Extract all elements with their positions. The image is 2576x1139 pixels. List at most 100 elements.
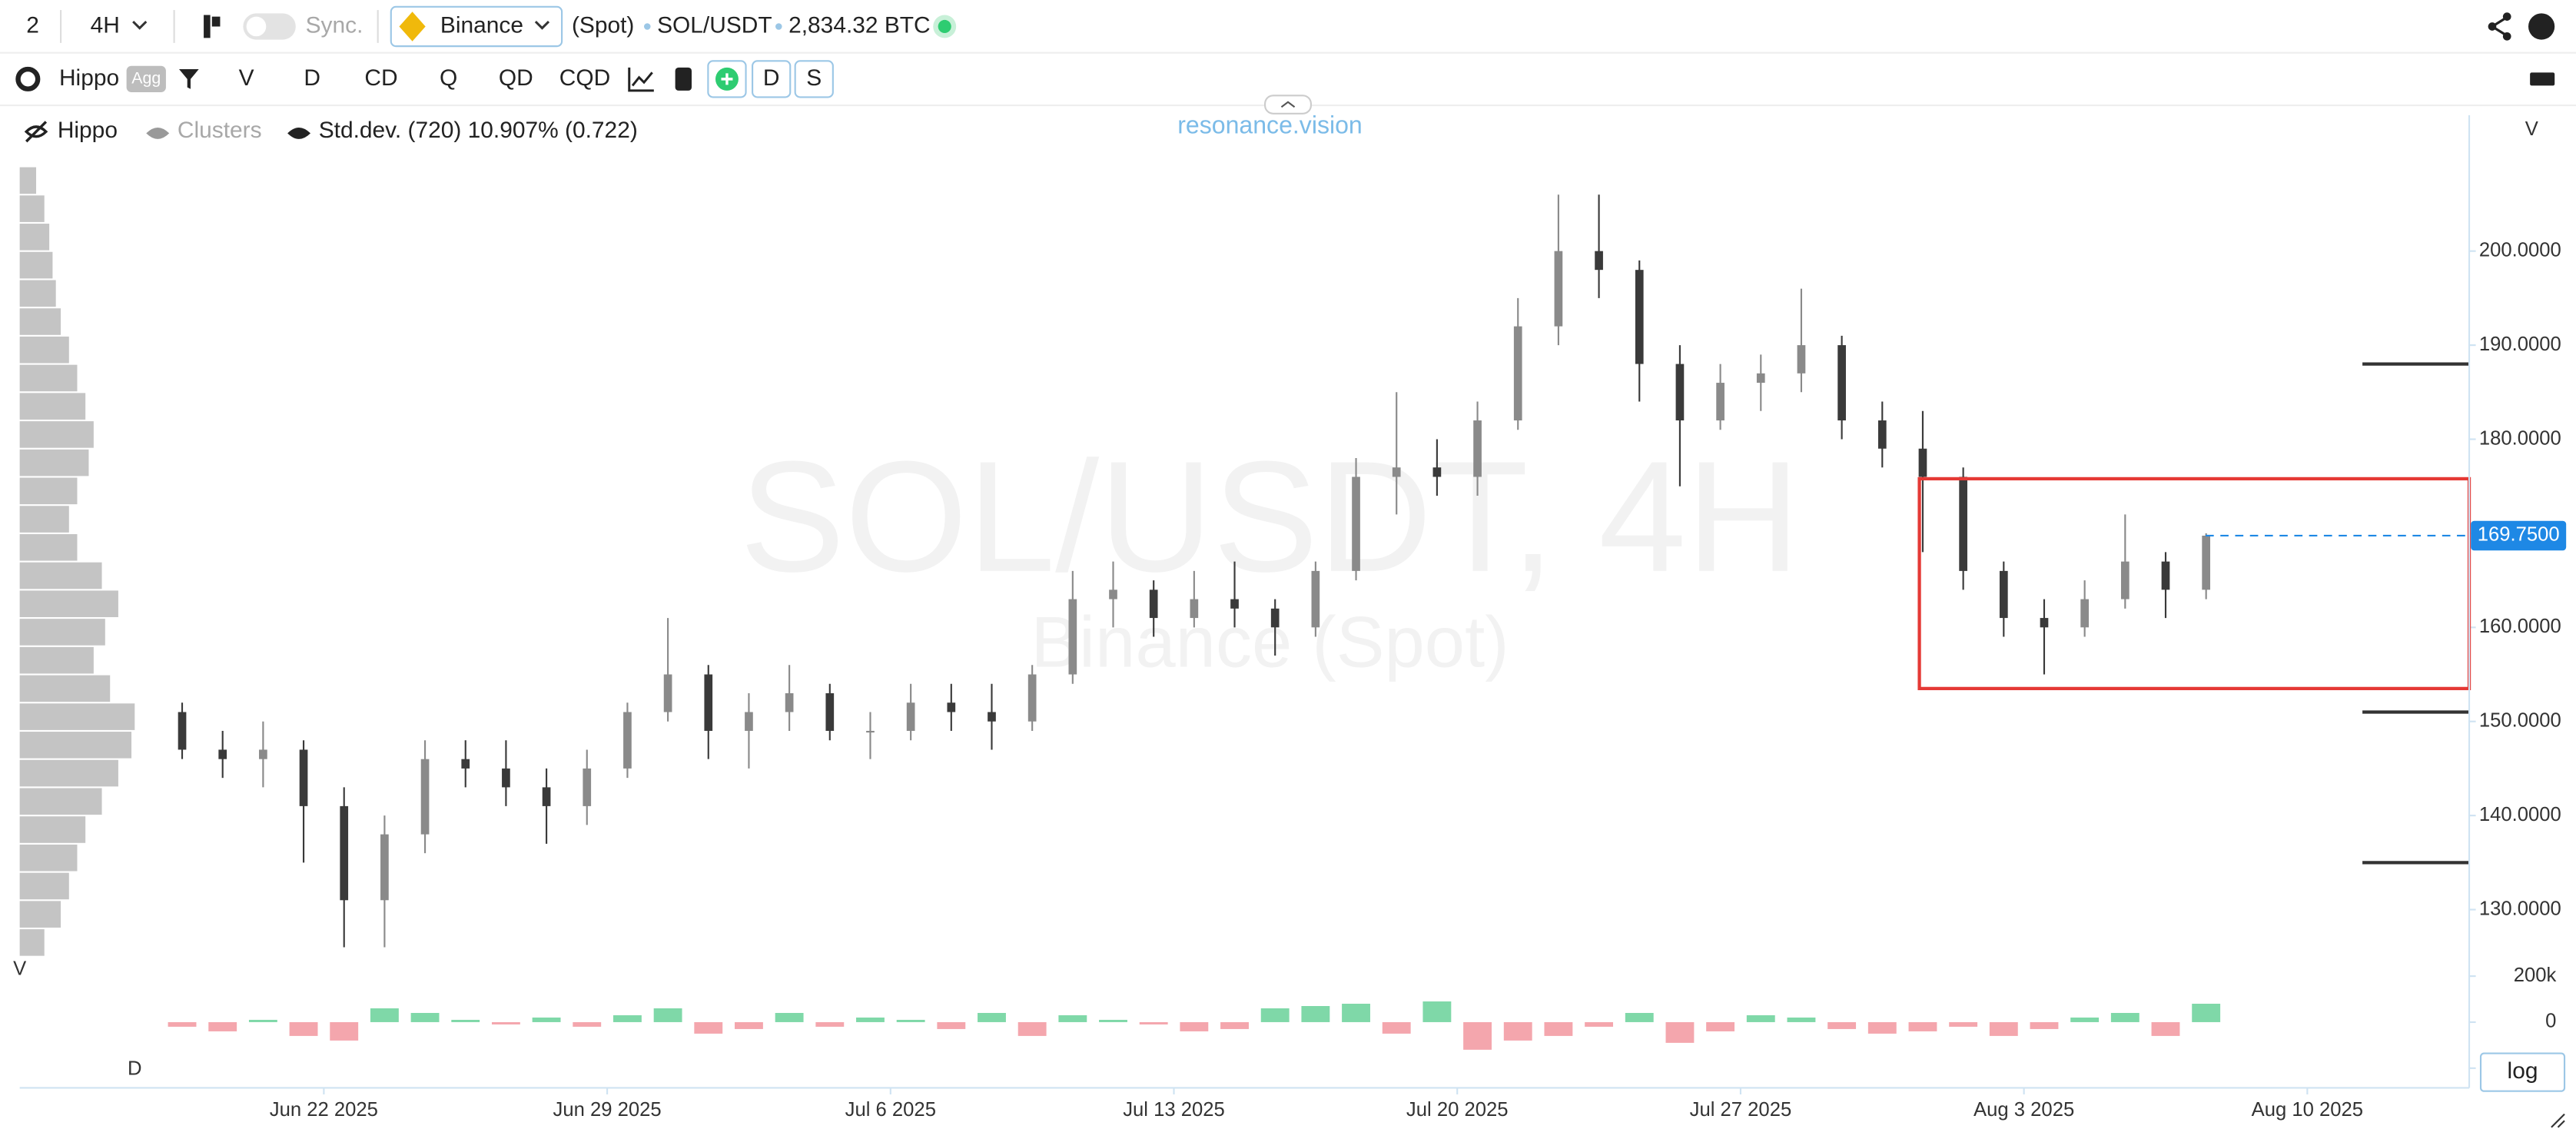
volume-profile-bar (19, 308, 61, 335)
volume-profile-bar (19, 703, 135, 730)
delta-bar (612, 1014, 642, 1022)
button-cd[interactable]: CD (364, 65, 397, 91)
delta-bar (1746, 1014, 1775, 1022)
volume-profile-bar (19, 506, 69, 533)
delta-bar (208, 1021, 237, 1031)
volume-profile-bar (19, 195, 45, 222)
candle-body (1473, 420, 1482, 477)
d-button[interactable] (752, 60, 792, 98)
candle-body (218, 749, 227, 759)
delta-bar (1301, 1006, 1330, 1022)
candle-body (1635, 270, 1644, 364)
volume-profile-bar (19, 872, 69, 900)
caret (1280, 101, 1296, 108)
x-tick-label: Aug 10 2025 (2252, 1099, 2363, 1121)
x-tick-label: Jul 6 2025 (845, 1099, 936, 1121)
delta-bar (896, 1019, 925, 1022)
delta-bar (1827, 1021, 1857, 1029)
candle-body (1877, 420, 1887, 449)
y-tick-label: 200.0000 (2479, 239, 2561, 261)
delta-bar (1180, 1021, 1209, 1031)
exchange-name: Binance (440, 12, 523, 38)
chevron (534, 21, 550, 30)
watermark: SOL/USDT, 4H (740, 429, 1801, 605)
delta-bar (978, 1012, 1006, 1022)
eye-off-icon[interactable] (24, 121, 48, 143)
indicator-toolbar: Hippo Agg V D CD Q QD CQD D S (15, 60, 2555, 98)
agg-label: Agg (131, 69, 161, 88)
dot (644, 23, 651, 30)
delta-bar (1665, 1021, 1695, 1043)
delta-bar (1422, 1001, 1452, 1022)
candle-body (583, 768, 592, 806)
volume-profile-bar (19, 280, 56, 307)
volume-profile-bar (19, 732, 132, 759)
eye-icon[interactable] (287, 127, 311, 139)
button-qd[interactable]: QD (499, 65, 533, 91)
ruler-icon[interactable] (2530, 72, 2555, 86)
filter-icon[interactable] (179, 69, 199, 89)
button-d[interactable]: D (304, 65, 320, 91)
button-q[interactable]: Q (440, 65, 457, 91)
delta-bar (735, 1021, 763, 1029)
volume-profile-bar (19, 449, 89, 477)
candle-body (299, 749, 308, 806)
axis-v-left: V (13, 958, 26, 979)
layout-count[interactable]: 2 (26, 12, 39, 38)
log-button[interactable] (2479, 1052, 2566, 1092)
delta-bar (1139, 1021, 1168, 1024)
timeframe[interactable]: 4H (91, 12, 120, 38)
candle-body (2120, 561, 2130, 599)
button-v[interactable]: V (239, 65, 254, 91)
chevron (132, 21, 148, 30)
x-tick-label: Jun 29 2025 (553, 1099, 662, 1121)
button-cqd[interactable]: CQD (559, 65, 610, 91)
y-tick-label: 130.0000 (2479, 898, 2561, 919)
candle-body (906, 702, 915, 731)
notes-icon[interactable] (675, 67, 692, 91)
share-dot (2502, 32, 2511, 41)
delta-bar (289, 1021, 318, 1036)
volume-profile-bar (19, 788, 102, 815)
delta-bar (2151, 1021, 2180, 1036)
candle-body (1392, 467, 1401, 477)
candle-body (1999, 570, 2008, 619)
volume-profile-bar (19, 336, 69, 364)
legend-clusters: Clusters (178, 118, 262, 143)
last-price-label: 169.7500 (2478, 524, 2560, 546)
volume-profile-bar (19, 562, 102, 589)
candle-body (1027, 674, 1037, 722)
resize-handle[interactable] (2551, 1113, 2565, 1128)
volume-profile-bar (19, 167, 37, 194)
share-dot (2502, 12, 2511, 21)
delta-bar (330, 1021, 359, 1041)
candle-body (663, 674, 672, 712)
volume-profile-bar (19, 251, 53, 279)
candle-body (542, 787, 551, 806)
help-icon[interactable] (2528, 13, 2555, 40)
delta-bar (1585, 1021, 1614, 1027)
volume-profile-bar (19, 646, 94, 674)
candle-body (745, 712, 753, 731)
candle-body (1149, 589, 1158, 619)
delta-bar (1503, 1021, 1532, 1041)
exchange-select[interactable] (390, 5, 563, 48)
legend-hippo: Hippo (58, 118, 118, 143)
y-tick-label: 150.0000 (2479, 710, 2561, 732)
collapse-button[interactable] (1264, 95, 1312, 115)
settings-icon[interactable] (15, 66, 41, 91)
delta-bar (1220, 1021, 1249, 1029)
chart-icon[interactable] (628, 67, 654, 92)
s-button[interactable] (794, 60, 834, 98)
candle-body (502, 768, 510, 788)
volume-profile-bar (19, 393, 86, 420)
delta-bar (1463, 1021, 1492, 1050)
eye-icon[interactable] (146, 127, 170, 139)
candle-icon[interactable] (204, 15, 221, 38)
legend: Hippo Clusters Std.dev. (720) 10.907% (0… (24, 118, 638, 143)
profile-name[interactable]: Hippo (59, 65, 119, 91)
agg-badge[interactable] (126, 65, 166, 92)
